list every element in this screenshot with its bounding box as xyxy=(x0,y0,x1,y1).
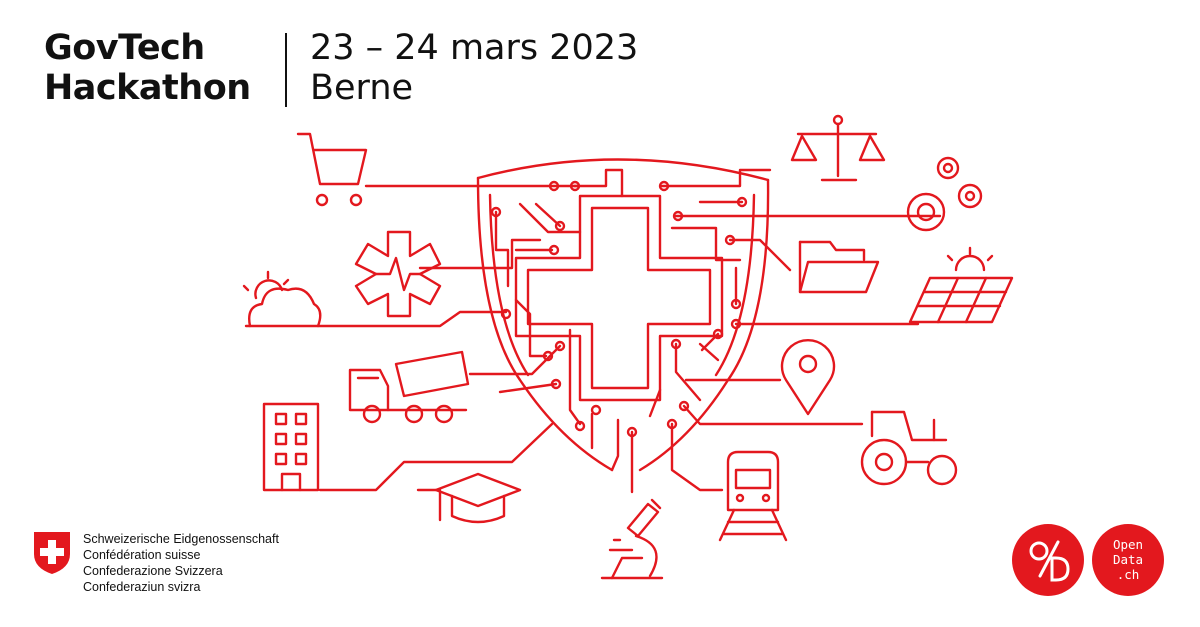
graduation-cap-icon xyxy=(434,472,522,524)
map-pin-icon xyxy=(780,339,836,416)
tractor-icon xyxy=(860,410,958,486)
circuit-traces xyxy=(244,168,942,494)
event-title-line1: GovTech xyxy=(44,28,205,68)
gears-icon xyxy=(906,156,983,232)
event-info: 23 – 24 mars 2023 Berne xyxy=(310,28,638,108)
opendata-symbol-icon xyxy=(1029,540,1070,582)
opendata-label-data: Data xyxy=(1112,552,1144,567)
swiss-shield-icon xyxy=(476,158,770,472)
title-divider xyxy=(285,33,287,107)
building-icon xyxy=(262,402,320,492)
opendata-symbol-badge xyxy=(1012,524,1084,596)
event-title: GovTech Hackathon xyxy=(44,28,251,108)
federal-names: Schweizerische Eidgenossenschaft Confédé… xyxy=(83,531,279,595)
federal-name-de: Schweizerische Eidgenossenschaft xyxy=(83,532,279,546)
opendata-ch-badge[interactable]: Open Data .ch xyxy=(1092,524,1164,596)
federal-name-rm: Confederaziun svizra xyxy=(83,580,201,594)
scales-icon xyxy=(790,114,886,182)
federal-name-it: Confederazione Svizzera xyxy=(83,564,223,578)
federal-name-fr: Confédération suisse xyxy=(83,548,201,562)
opendata-label-open: Open xyxy=(1112,537,1144,552)
cement-truck-icon xyxy=(348,350,470,424)
weather-icon xyxy=(242,270,322,328)
event-date: 23 – 24 mars 2023 xyxy=(310,28,639,68)
solar-panel-icon xyxy=(908,246,1014,324)
swiss-cross-icon xyxy=(514,194,724,402)
event-title-line2: Hackathon xyxy=(44,68,251,108)
train-icon xyxy=(718,450,788,542)
medical-star-icon xyxy=(354,230,442,318)
folder-icon xyxy=(798,240,880,294)
shopping-cart-icon xyxy=(296,132,368,207)
event-city: Berne xyxy=(310,68,414,108)
opendata-label-ch: .ch xyxy=(1116,567,1140,582)
swiss-confederation-logo xyxy=(34,532,70,574)
microscope-icon xyxy=(600,498,664,580)
